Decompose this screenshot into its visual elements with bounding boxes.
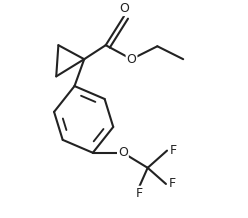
Text: O: O <box>118 146 128 159</box>
Text: O: O <box>119 2 129 15</box>
Text: F: F <box>169 144 177 157</box>
Text: F: F <box>135 187 143 200</box>
Text: F: F <box>168 177 176 191</box>
Text: O: O <box>126 53 136 66</box>
